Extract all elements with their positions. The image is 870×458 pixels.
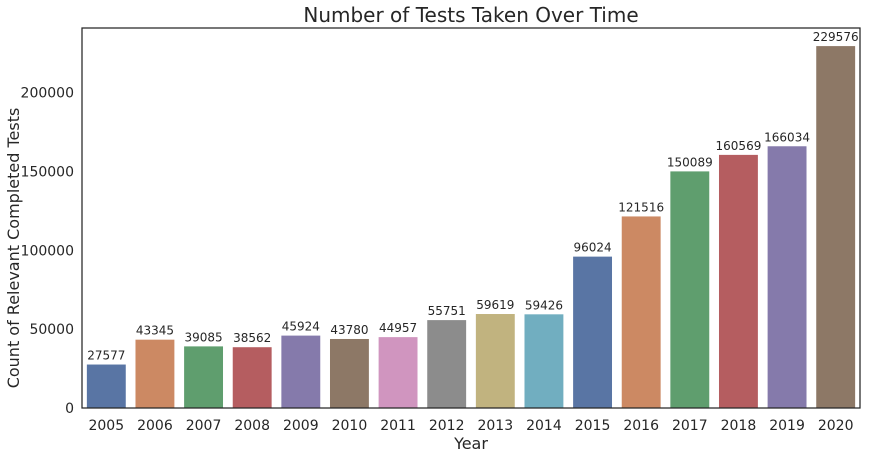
bar-2012 bbox=[427, 320, 467, 408]
data-label-2020: 229576 bbox=[813, 30, 859, 44]
data-label-2005: 27577 bbox=[87, 349, 125, 363]
bar-2005 bbox=[86, 364, 126, 408]
data-label-2011: 44957 bbox=[379, 321, 417, 335]
data-label-2019: 166034 bbox=[764, 130, 810, 144]
data-label-2017: 150089 bbox=[667, 155, 713, 169]
data-label-2014: 59426 bbox=[525, 298, 563, 312]
bar-2014 bbox=[524, 314, 564, 408]
data-label-2006: 43345 bbox=[136, 324, 174, 338]
y-tick-label: 150000 bbox=[21, 165, 74, 181]
data-label-2008: 38562 bbox=[233, 331, 271, 345]
bar-2019 bbox=[767, 146, 807, 409]
bar-2011 bbox=[378, 337, 418, 408]
data-label-2018: 160569 bbox=[716, 139, 762, 153]
x-tick-label-2018: 2018 bbox=[721, 418, 757, 434]
bar-2015 bbox=[573, 256, 613, 408]
x-tick-label-2019: 2019 bbox=[769, 418, 805, 434]
bar-2017 bbox=[670, 171, 710, 408]
x-axis: 2005 2006 2007 2008 2009 2010 2011 2012 2013 2014… bbox=[88, 418, 853, 434]
bar-2018 bbox=[718, 154, 758, 408]
bar-2009 bbox=[281, 335, 321, 408]
x-tick-label-2008: 2008 bbox=[234, 418, 270, 434]
y-axis-label: Count of Relevant Completed Tests bbox=[4, 108, 23, 389]
bars-group bbox=[86, 46, 856, 409]
bar-2013 bbox=[475, 314, 515, 408]
chart-title: Number of Tests Taken Over Time bbox=[303, 3, 638, 27]
data-label-2015: 96024 bbox=[573, 241, 611, 255]
data-label-2016: 121516 bbox=[618, 200, 664, 214]
x-tick-label-2006: 2006 bbox=[137, 418, 173, 434]
x-tick-label-2011: 2011 bbox=[380, 418, 416, 434]
x-tick-label-2007: 2007 bbox=[186, 418, 222, 434]
data-label-2013: 59619 bbox=[476, 298, 514, 312]
bar-2007 bbox=[184, 346, 224, 408]
x-tick-label-2016: 2016 bbox=[623, 418, 659, 434]
bar-2008 bbox=[232, 347, 272, 408]
data-label-2009: 45924 bbox=[282, 320, 320, 334]
y-tick-label: 50000 bbox=[29, 322, 74, 338]
x-tick-label-2010: 2010 bbox=[332, 418, 368, 434]
x-tick-label-2020: 2020 bbox=[818, 418, 854, 434]
x-tick-label-2015: 2015 bbox=[575, 418, 611, 434]
data-label-2012: 55751 bbox=[428, 304, 466, 318]
data-labels-group: 27577 43345 39085 38562 45924 43780 44957 55751… bbox=[87, 30, 858, 362]
x-tick-label-2012: 2012 bbox=[429, 418, 465, 434]
x-tick-label-2005: 2005 bbox=[88, 418, 124, 434]
x-tick-label-2017: 2017 bbox=[672, 418, 708, 434]
data-label-2010: 43780 bbox=[330, 323, 368, 337]
y-tick-label: 200000 bbox=[21, 86, 74, 102]
x-tick-label-2014: 2014 bbox=[526, 418, 562, 434]
y-tick-label: 100000 bbox=[21, 243, 74, 259]
bar-2006 bbox=[135, 339, 175, 408]
y-tick-label: 0 bbox=[65, 401, 74, 417]
x-tick-label-2013: 2013 bbox=[477, 418, 513, 434]
bar-2020 bbox=[816, 46, 856, 408]
y-axis: 0 50000 100000 150000 200000 bbox=[21, 86, 74, 417]
x-axis-label: Year bbox=[453, 434, 488, 453]
data-label-2007: 39085 bbox=[184, 330, 222, 344]
bar-2016 bbox=[621, 216, 661, 408]
plot-frame bbox=[81, 27, 861, 409]
bar-2010 bbox=[329, 338, 369, 408]
x-tick-label-2009: 2009 bbox=[283, 418, 319, 434]
